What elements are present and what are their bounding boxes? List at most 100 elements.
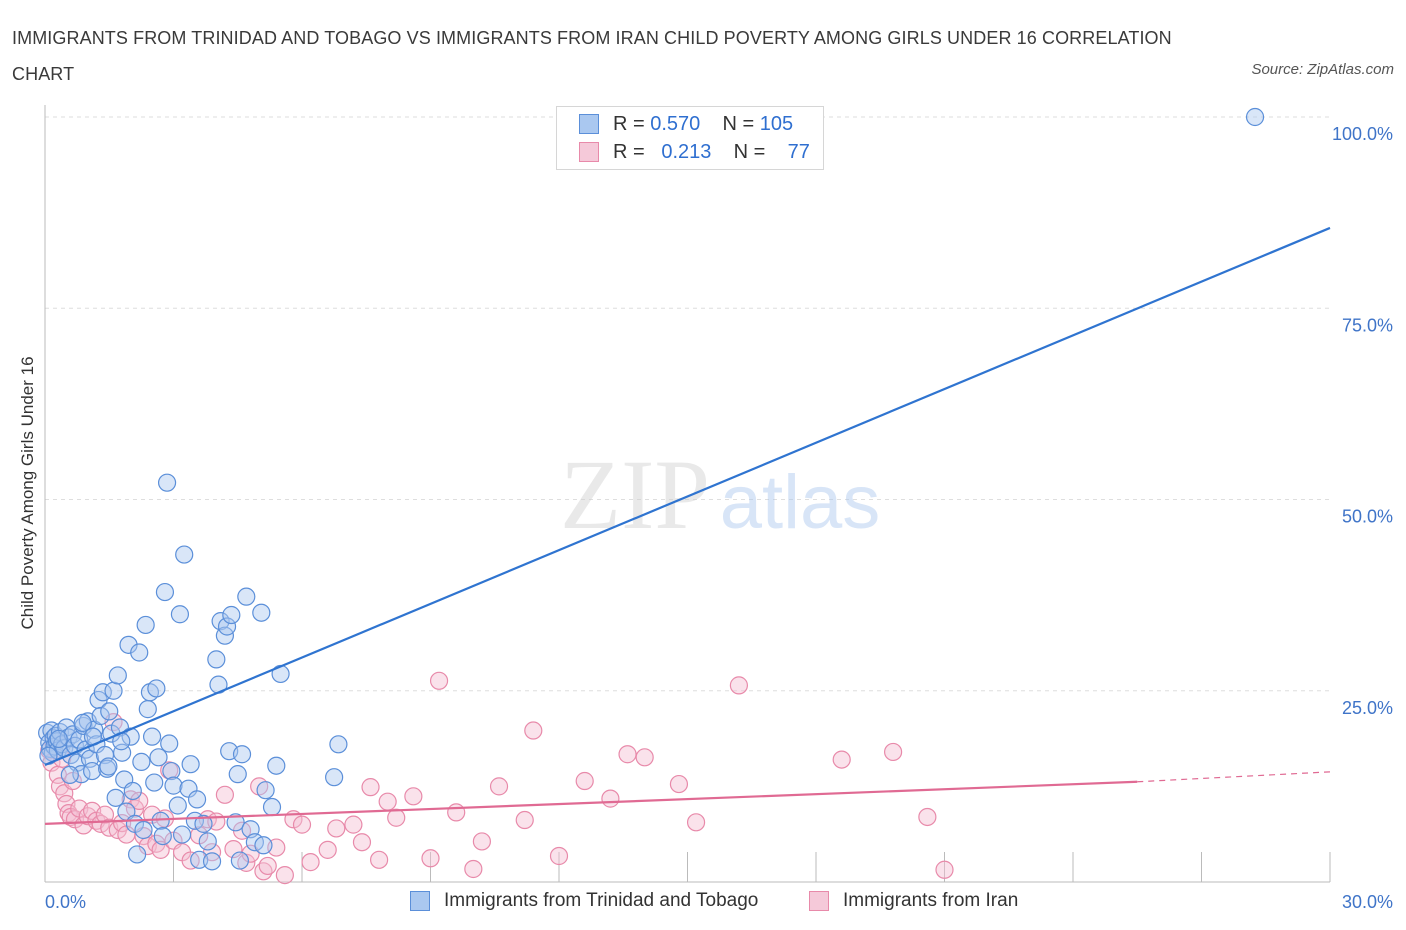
y-tick-label: 25.0%	[1342, 698, 1393, 718]
legend-label-trinidad: Immigrants from Trinidad and Tobago	[444, 890, 759, 911]
data-point-iran	[370, 850, 389, 869]
data-point-iran	[241, 844, 260, 863]
data-point-trinidad	[123, 781, 142, 801]
data-point-iran	[472, 832, 491, 851]
data-point-trinidad	[155, 582, 175, 602]
data-point-trinidad	[127, 845, 147, 864]
data-point-trinidad	[130, 643, 149, 662]
x-tick-label: 30.0%	[1342, 892, 1393, 912]
data-point-trinidad	[132, 752, 151, 771]
data-point-trinidad	[172, 825, 192, 844]
data-point-iran	[130, 791, 149, 811]
data-point-iran	[292, 815, 312, 834]
data-point-iran	[489, 777, 509, 796]
data-point-iran	[832, 750, 851, 769]
data-point-trinidad	[187, 790, 207, 809]
data-point-trinidad	[73, 713, 92, 732]
data-point-trinidad	[170, 605, 190, 624]
legend-n-value: 105	[759, 112, 794, 135]
data-point-trinidad	[207, 650, 226, 669]
data-point-iran	[215, 785, 234, 804]
data-point-iran	[635, 748, 654, 767]
data-point-iran	[464, 859, 483, 879]
correlation-legend: R = 0.570 N = 105 R = 0.213 N = 77	[556, 106, 824, 170]
legend-swatch-pink	[579, 142, 599, 162]
data-point-trinidad	[181, 755, 200, 774]
data-point-iran	[361, 778, 380, 797]
data-point-iran	[112, 813, 132, 833]
source-label: Source: ZipAtlas.com	[1251, 61, 1394, 78]
legend-r-value: 0.213	[661, 140, 712, 163]
trend-lines	[44, 226, 1331, 825]
data-point-trinidad	[198, 832, 217, 851]
legend-label-iran: Immigrants from Iran	[843, 890, 1019, 911]
data-point-iran	[378, 792, 397, 811]
data-point-iran	[447, 803, 466, 822]
series-iran-points	[40, 671, 954, 885]
data-point-trinidad	[60, 765, 79, 785]
data-point-iran	[318, 840, 337, 859]
watermark-zip: ZIP	[560, 439, 710, 550]
data-point-iran	[275, 866, 294, 885]
data-point-iran	[387, 808, 406, 827]
data-point-trinidad	[175, 545, 194, 564]
x-tick-label: 0.0%	[45, 892, 86, 912]
data-point-trinidad	[108, 666, 127, 685]
data-point-iran	[918, 807, 937, 827]
data-point-trinidad	[217, 617, 237, 636]
data-point-trinidad	[149, 748, 168, 767]
data-point-trinidad	[228, 765, 247, 784]
data-point-trinidad	[325, 768, 344, 787]
data-point-trinidad	[168, 796, 187, 815]
data-point-iran	[935, 860, 954, 879]
data-point-trinidad	[106, 788, 125, 807]
legend-r-value: 0.570	[650, 112, 701, 135]
data-point-iran	[669, 774, 689, 794]
data-point-iran	[686, 813, 706, 832]
data-point-iran	[151, 840, 170, 859]
data-point-trinidad	[237, 587, 256, 606]
grid-lines	[45, 116, 1330, 692]
trend-line-iran-extension	[1137, 771, 1331, 783]
legend-row-iran: R = 0.213 N = 77	[579, 140, 810, 164]
data-point-iran	[301, 853, 320, 872]
y-tick-label: 50.0%	[1342, 507, 1393, 527]
data-point-iran	[515, 810, 534, 830]
data-point-trinidad	[1245, 107, 1265, 127]
data-point-iran	[883, 742, 903, 762]
legend-item-iran: Immigrants from Iran	[809, 890, 1018, 912]
data-point-iran	[549, 846, 569, 866]
data-point-trinidad	[151, 811, 170, 830]
series-legend: Immigrants from Trinidad and Tobago Immi…	[0, 890, 1406, 916]
data-point-trinidad	[83, 761, 102, 781]
legend-n-value: 77	[787, 140, 810, 163]
data-point-trinidad	[252, 603, 271, 622]
data-point-trinidad	[49, 729, 68, 749]
data-point-trinidad	[91, 706, 110, 726]
data-point-iran	[601, 789, 620, 808]
legend-item-trinidad: Immigrants from Trinidad and Tobago	[410, 890, 758, 912]
data-point-trinidad	[262, 797, 282, 817]
data-point-trinidad	[329, 735, 348, 754]
data-point-trinidad	[164, 776, 183, 795]
data-point-iran	[618, 745, 637, 764]
data-point-iran	[404, 787, 423, 806]
axes	[44, 105, 1331, 883]
data-point-iran	[524, 721, 543, 740]
legend-swatch-blue	[410, 891, 430, 911]
data-point-iran	[421, 849, 440, 868]
legend-n-label: N =	[733, 140, 766, 163]
data-point-iran	[258, 856, 277, 876]
trend-line-trinidad	[44, 226, 1331, 766]
trend-line-iran	[44, 780, 1138, 825]
data-point-trinidad	[256, 781, 275, 800]
data-point-trinidad	[134, 820, 153, 840]
watermark: ZIP atlas	[560, 439, 880, 550]
y-tick-label: 100.0%	[1332, 124, 1393, 144]
data-point-iran	[91, 814, 110, 833]
data-point-trinidad	[232, 745, 252, 764]
data-point-iran	[429, 671, 449, 690]
y-tick-label: 75.0%	[1342, 315, 1393, 335]
data-point-iran	[344, 815, 363, 834]
